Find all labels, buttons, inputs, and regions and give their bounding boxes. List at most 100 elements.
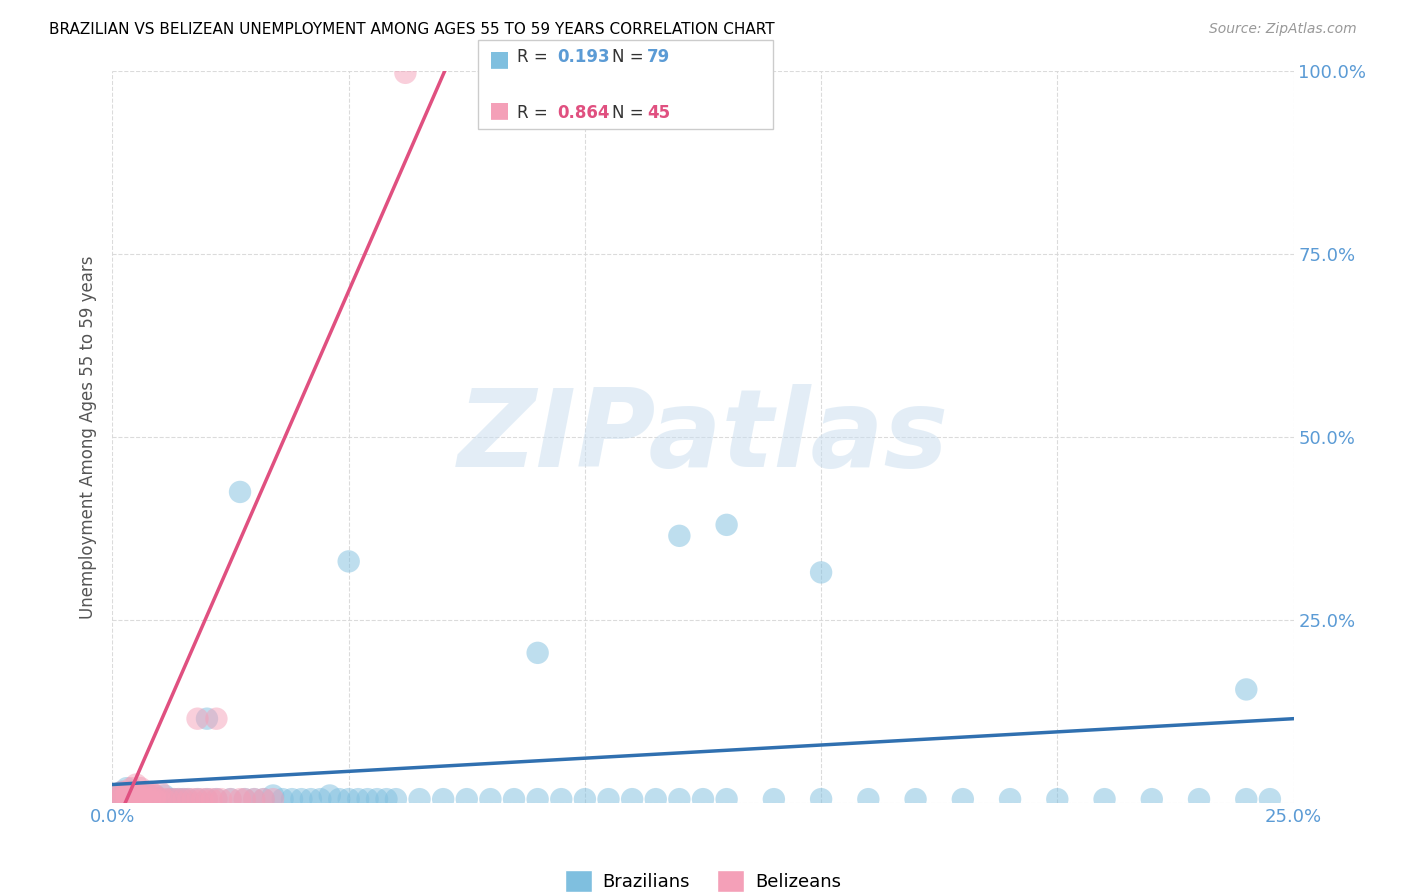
Point: [120, 792, 142, 806]
Point: [479, 792, 502, 806]
Point: [157, 792, 180, 806]
Point: [191, 792, 214, 806]
Point: [356, 792, 378, 806]
Point: [181, 792, 204, 806]
Point: [1234, 792, 1257, 806]
Point: [205, 792, 228, 806]
Point: [209, 792, 232, 806]
Point: [135, 785, 157, 799]
Point: [120, 785, 142, 799]
Point: [149, 792, 172, 806]
Point: [668, 529, 690, 543]
Point: [125, 778, 148, 792]
Point: [111, 792, 134, 806]
Point: [105, 789, 128, 803]
Text: N =: N =: [612, 104, 648, 122]
Point: [139, 792, 162, 806]
Point: [105, 792, 128, 806]
Text: R =: R =: [517, 48, 554, 66]
Point: [375, 792, 398, 806]
Point: [1140, 792, 1163, 806]
Point: [135, 789, 157, 803]
Point: [574, 792, 596, 806]
Point: [233, 792, 256, 806]
Point: [253, 792, 276, 806]
Point: [243, 792, 266, 806]
Point: [328, 792, 350, 806]
Text: BRAZILIAN VS BELIZEAN UNEMPLOYMENT AMONG AGES 55 TO 59 YEARS CORRELATION CHART: BRAZILIAN VS BELIZEAN UNEMPLOYMENT AMONG…: [49, 22, 775, 37]
Point: [177, 792, 200, 806]
Point: [243, 792, 266, 806]
Point: [1258, 792, 1281, 806]
Point: [503, 792, 526, 806]
Point: [299, 792, 322, 806]
Point: [115, 785, 138, 799]
Point: [135, 792, 157, 806]
Point: [1188, 792, 1211, 806]
Point: [205, 712, 228, 726]
Point: [149, 792, 172, 806]
Point: [111, 789, 134, 803]
Point: [408, 792, 430, 806]
Point: [526, 646, 548, 660]
Point: [125, 792, 148, 806]
Text: 0.864: 0.864: [557, 104, 609, 122]
Text: R =: R =: [517, 104, 554, 122]
Point: [229, 792, 252, 806]
Point: [139, 792, 162, 806]
Point: [157, 792, 180, 806]
Point: [143, 792, 166, 806]
Point: [135, 792, 157, 806]
Point: [1234, 682, 1257, 697]
Point: [143, 789, 166, 803]
Point: [149, 785, 172, 799]
Point: [644, 792, 666, 806]
Point: [153, 789, 176, 803]
Text: 79: 79: [647, 48, 671, 66]
Text: ■: ■: [489, 101, 510, 120]
Point: [716, 517, 738, 532]
Point: [143, 792, 166, 806]
Point: [115, 792, 138, 806]
Point: [195, 712, 218, 726]
Point: [129, 781, 152, 796]
Point: [125, 789, 148, 803]
Point: [319, 789, 342, 803]
Point: [432, 792, 454, 806]
Point: [111, 792, 134, 806]
Point: [120, 792, 142, 806]
Point: [125, 792, 148, 806]
Y-axis label: Unemployment Among Ages 55 to 59 years: Unemployment Among Ages 55 to 59 years: [79, 255, 97, 619]
Point: [309, 792, 332, 806]
Point: [172, 792, 194, 806]
Point: [762, 792, 785, 806]
Point: [186, 712, 208, 726]
Point: [115, 789, 138, 803]
Point: [163, 792, 186, 806]
Point: [167, 792, 190, 806]
Legend: Brazilians, Belizeans: Brazilians, Belizeans: [558, 863, 848, 892]
Point: [219, 792, 242, 806]
Point: [105, 789, 128, 803]
Point: [904, 792, 927, 806]
Point: [621, 792, 644, 806]
Point: [281, 792, 304, 806]
Point: [205, 792, 228, 806]
Point: [337, 554, 360, 568]
Point: [115, 792, 138, 806]
Point: [111, 789, 134, 803]
Point: [262, 789, 284, 803]
Point: [858, 792, 880, 806]
Point: [229, 485, 252, 500]
Point: [167, 792, 190, 806]
Point: [195, 792, 218, 806]
Text: 45: 45: [647, 104, 669, 122]
Point: [337, 792, 360, 806]
Point: [143, 789, 166, 803]
Point: [129, 789, 152, 803]
Point: [115, 789, 138, 803]
Point: [366, 792, 388, 806]
Point: [125, 792, 148, 806]
Point: [172, 792, 194, 806]
Point: [219, 792, 242, 806]
